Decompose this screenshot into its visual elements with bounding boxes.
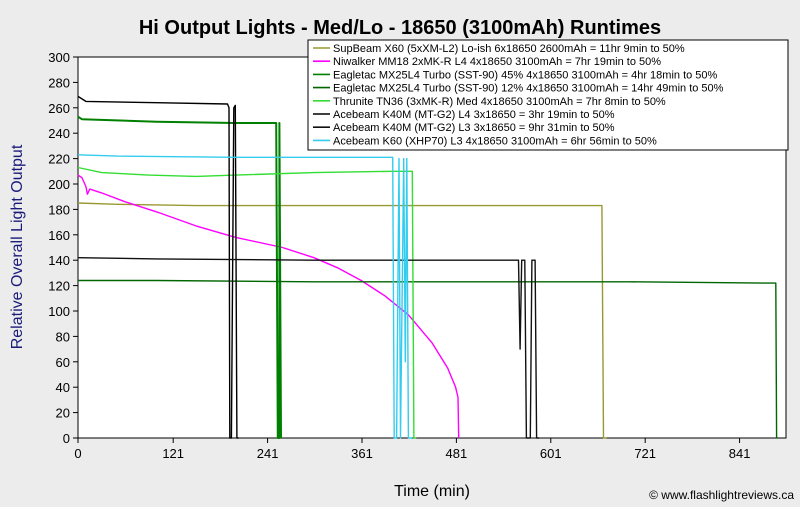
legend-label: SupBeam X60 (5xXM-L2) Lo-ish 6x18650 260…	[333, 43, 685, 55]
legend-label: Eagletac MX25L4 Turbo (SST-90) 45% 4x186…	[333, 69, 718, 81]
legend-label: Thrunite TN36 (3xMK-R) Med 4x18650 3100m…	[333, 96, 666, 108]
y-axis-label: Relative Overall Light Output	[9, 144, 26, 349]
y-tick-label: 160	[48, 228, 70, 243]
x-tick-label: 361	[351, 446, 373, 461]
y-tick-label: 80	[56, 329, 70, 344]
x-tick-label: 841	[729, 446, 751, 461]
x-axis-label: Time (min)	[394, 483, 470, 500]
x-tick-label: 601	[540, 446, 562, 461]
y-tick-label: 20	[56, 406, 70, 421]
legend-label: Niwalker MM18 2xMK-R L4 4x18650 3100mAh …	[333, 56, 661, 68]
y-tick-label: 140	[48, 253, 70, 268]
y-tick-label: 60	[56, 355, 70, 370]
y-tick-label: 300	[48, 50, 70, 65]
x-tick-label: 241	[257, 446, 279, 461]
legend-label: Acebeam K60 (XHP70) L3 4x18650 3100mAh =…	[333, 135, 657, 147]
x-tick-label: 721	[634, 446, 656, 461]
legend-box	[307, 39, 789, 151]
legend-label: Acebeam K40M (MT-G2) L4 3x18650 = 3hr 19…	[333, 109, 615, 121]
y-tick-label: 0	[63, 431, 70, 446]
y-tick-label: 120	[48, 279, 70, 294]
y-tick-label: 280	[48, 75, 70, 90]
legend-label: Acebeam K40M (MT-G2) L3 3x18650 = 9hr 31…	[333, 122, 615, 134]
series-line-3	[77, 115, 282, 439]
legend-entries: SupBeam X60 (5xXM-L2) Lo-ish 6x18650 260…	[313, 43, 724, 147]
y-tick-label: 200	[48, 177, 70, 192]
series-lines	[77, 95, 778, 439]
y-tick-label: 180	[48, 202, 70, 217]
y-tick-label: 40	[56, 380, 70, 395]
y-tick-label: 100	[48, 304, 70, 319]
x-tick-label: 481	[446, 446, 468, 461]
chart-title: Hi Output Lights - Med/Lo - 18650 (3100m…	[139, 17, 661, 39]
series-line-4	[78, 279, 778, 439]
y-tick-label: 260	[48, 101, 70, 116]
series-line-1	[77, 202, 607, 439]
credit-text: © www.flashlightreviews.ca	[649, 488, 794, 502]
series-line-7	[77, 257, 539, 439]
y-tick-label: 220	[48, 152, 70, 167]
legend-label: Eagletac MX25L4 Turbo (SST-90) 12% 4x186…	[333, 83, 724, 95]
series-line-6	[77, 95, 239, 439]
x-tick-label: 121	[162, 446, 184, 461]
y-tick-label: 240	[48, 126, 70, 141]
axis-ticks: 0 20 40 60 80 100 120 140 160 180 200 220 240 260 280 3…	[48, 50, 750, 461]
series-line-8	[77, 154, 413, 439]
x-tick-label: 0	[74, 446, 81, 461]
legend: SupBeam X60 (5xXM-L2) Lo-ish 6x18650 260…	[307, 39, 789, 151]
series-line-2	[77, 174, 460, 439]
